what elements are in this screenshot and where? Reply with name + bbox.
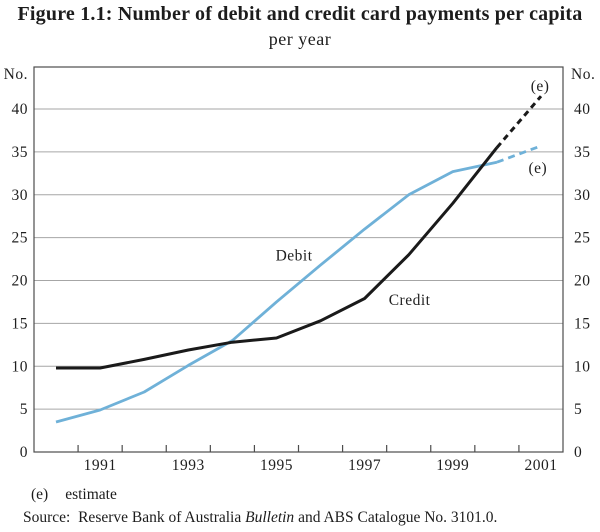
y-tick-label: 15 [12,315,29,332]
annotations: Debit Credit (e) (e) [276,78,550,309]
y-tick-labels-right: 0 5 10 15 20 25 30 35 40 No. [571,66,595,461]
source-suffix: and ABS Catalogue No. 3101.0. [294,509,498,526]
series-line-solid [55,160,498,424]
series-debit [55,144,542,424]
annotation-eee: (e) [529,160,548,177]
series-credit [56,95,543,370]
x-tick-label: 1997 [348,457,381,474]
y-tick-label: 35 [12,144,29,161]
annotation-debit: Debit [276,248,313,265]
y-tick-label: 0 [20,444,28,461]
y-tick-label: 30 [12,187,29,204]
y-tick-label: 25 [574,230,591,247]
y-gridlines [34,108,563,410]
y-tick-label: 40 [574,101,591,118]
y-axis-unit-right: No. [571,66,595,83]
source-line: Source: Reserve Bank of Australia Bullet… [23,509,497,527]
y-tick-label: 20 [12,273,29,290]
y-tick-label: 10 [574,358,591,375]
y-tick-label: 5 [574,401,582,418]
y-tick-label: 5 [20,401,28,418]
annotation-eee: (e) [531,78,550,95]
x-tick-label: 1995 [260,457,293,474]
x-tick-labels: 1991 1993 1995 1997 1999 2001 [84,457,557,474]
y-tick-labels-left: 0 5 10 15 20 25 30 35 40 No. [4,66,28,461]
y-tick-label: 25 [12,230,29,247]
series-line-estimate-dashed [496,144,542,164]
y-tick-label: 35 [574,144,591,161]
x-tick-label: 1999 [436,457,469,474]
figure-subtitle: per year [268,29,332,49]
y-tick-label: 40 [12,101,29,118]
footnote-estimate: (e) estimate [31,486,117,504]
y-tick-label: 0 [574,444,582,461]
y-tick-label: 30 [574,187,591,204]
footnote-label: estimate [65,486,117,503]
source-publication: Bulletin [245,509,295,526]
y-tick-label: 15 [574,315,591,332]
footnote-marker: (e) [31,486,49,503]
x-tick-label: 1993 [172,457,205,474]
y-tick-label: 20 [574,273,591,290]
y-tick-label: 10 [12,358,29,375]
series-line-estimate-dashed [495,95,543,149]
x-tick-label: 1991 [84,457,117,474]
figure-title: Figure 1.1: Number of debit and credit c… [17,3,583,25]
y-axis-unit-left: No. [4,66,28,83]
source-prefix: Source: Reserve Bank of Australia [23,509,246,526]
x-ticks [77,445,520,452]
annotation-credit: Credit [389,292,431,309]
series-line-solid [56,146,499,370]
x-tick-label: 2001 [524,457,557,474]
